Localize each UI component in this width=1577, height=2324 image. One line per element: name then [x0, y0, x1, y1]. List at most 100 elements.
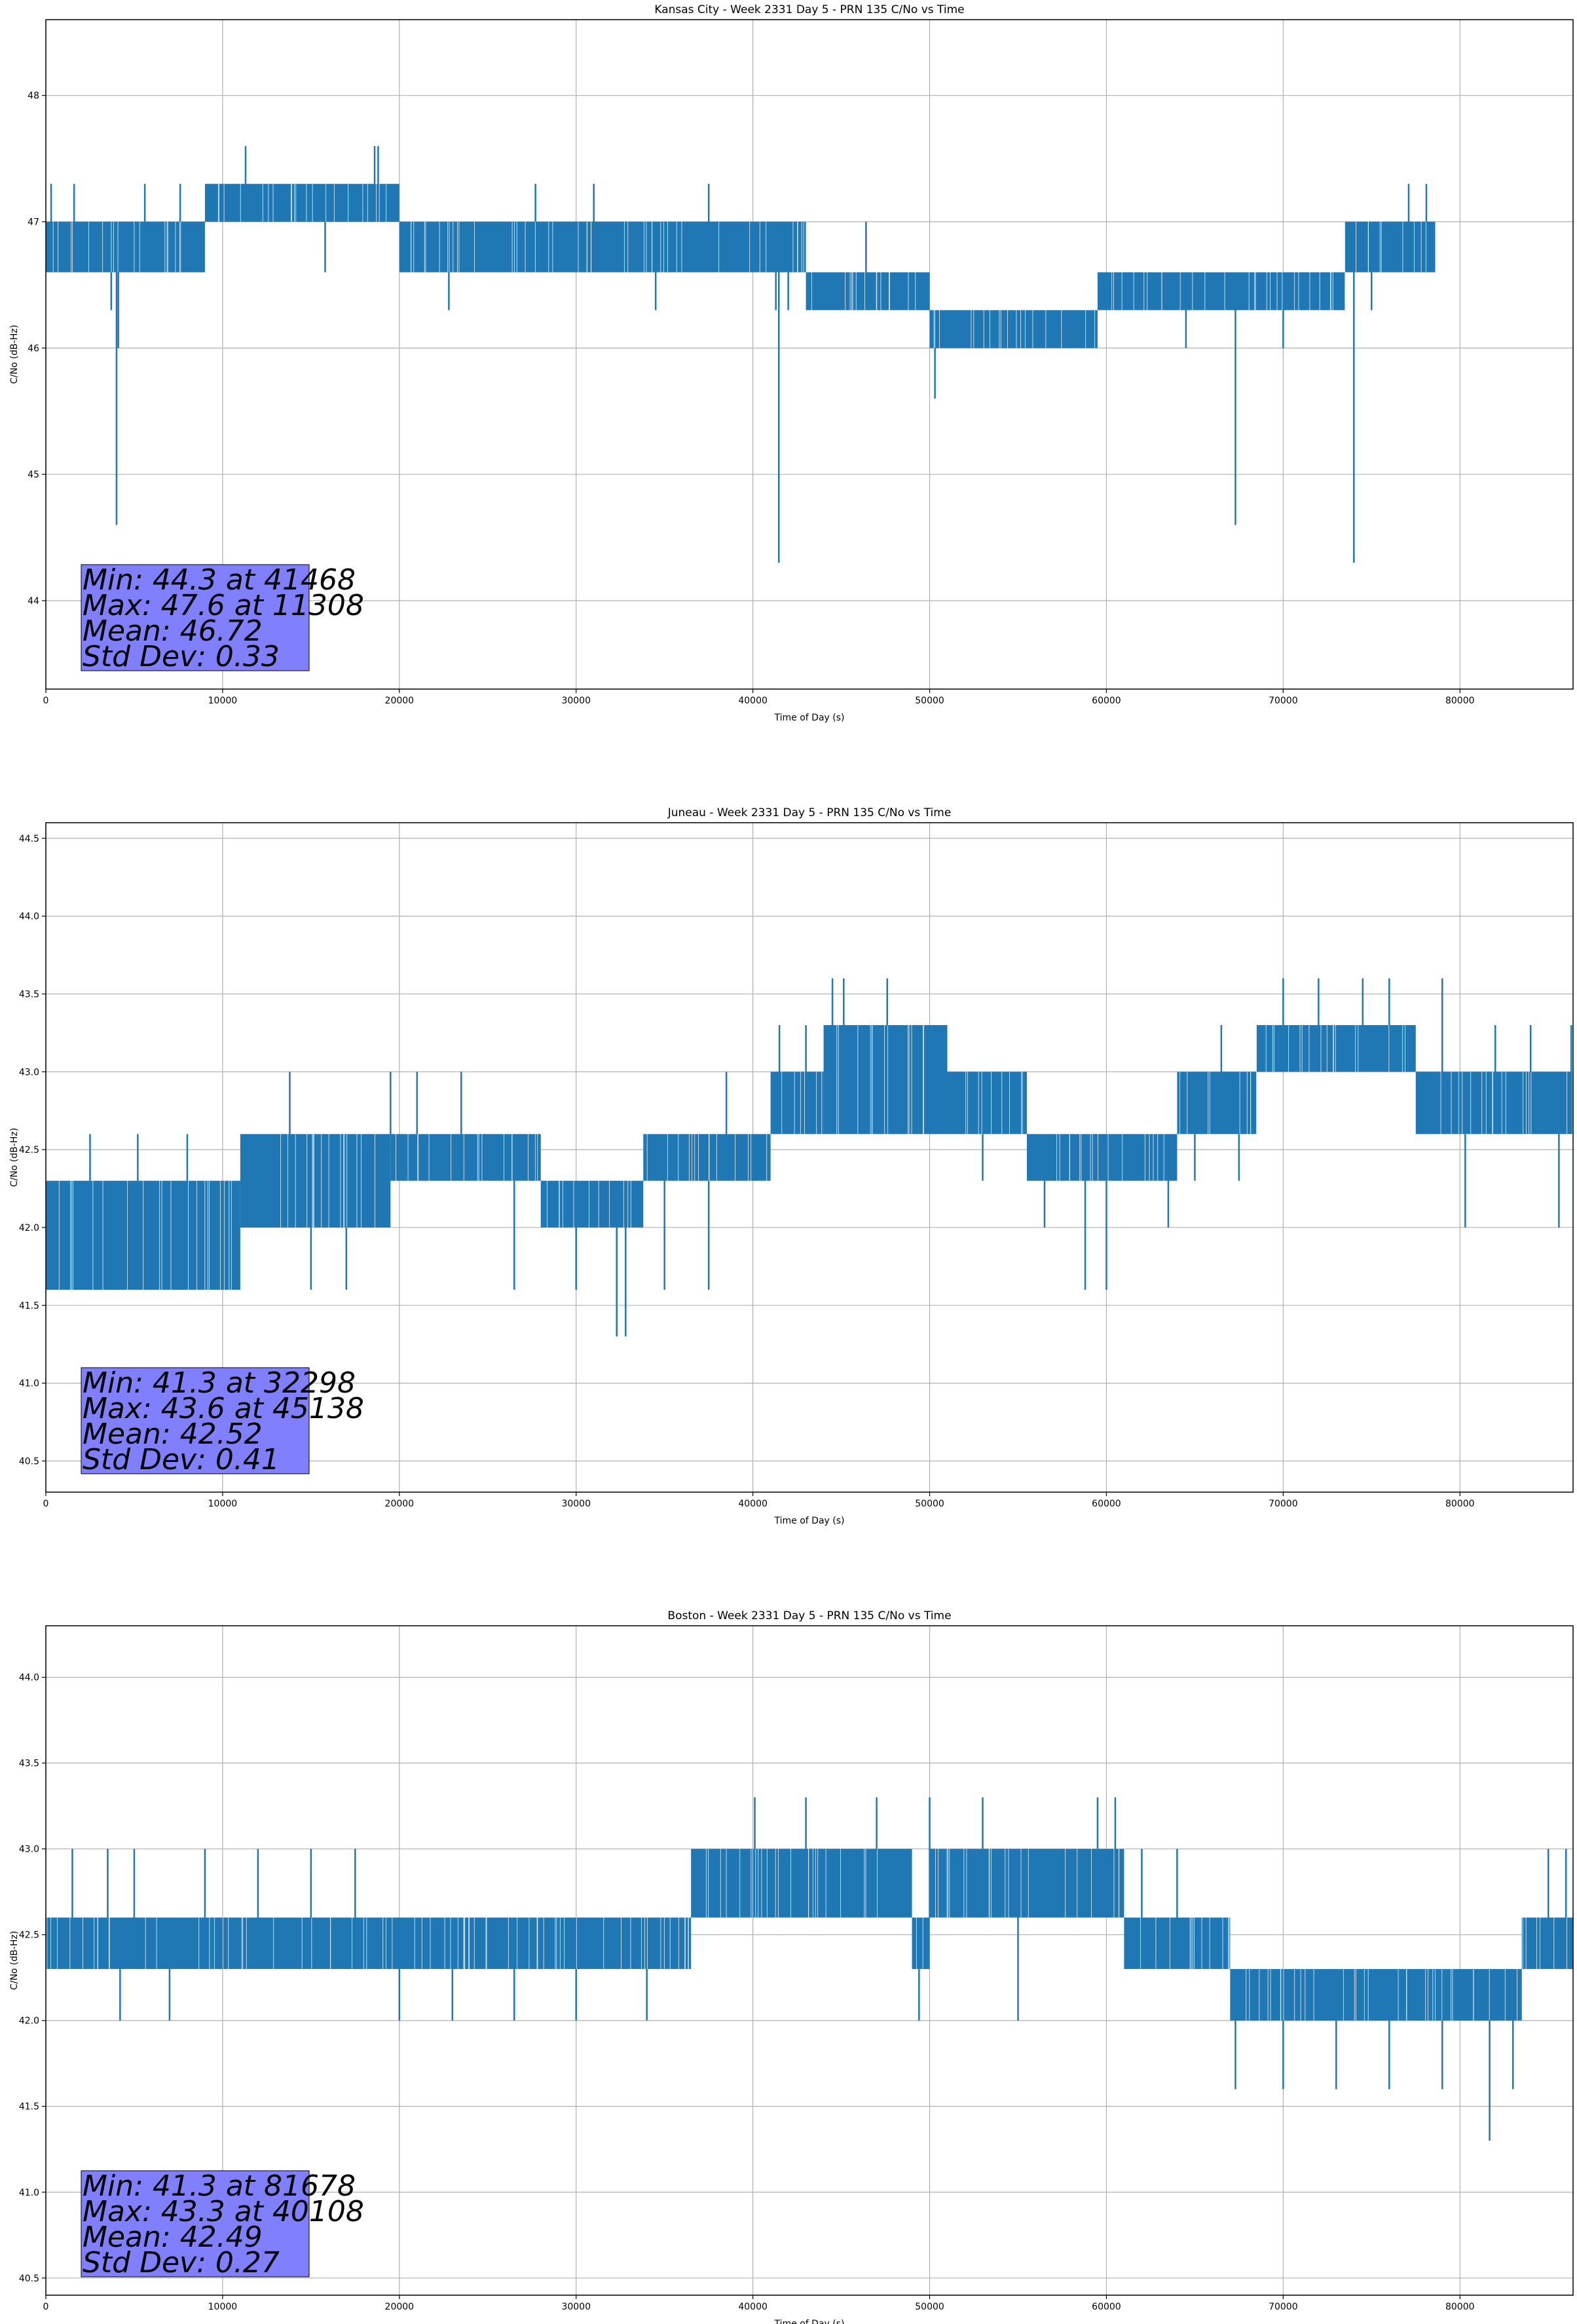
data-series	[45, 978, 1573, 1337]
x-axis-label: Time of Day (s)	[774, 1516, 845, 1526]
series-band	[912, 1917, 930, 1970]
axes-frame	[45, 822, 1574, 1493]
x-axis-label: Time of Day (s)	[774, 2319, 845, 2324]
x-tick-label: 30000	[561, 2302, 591, 2312]
series-band	[63, 1180, 240, 1290]
stats-line: Mean: 42.52	[83, 1417, 263, 1451]
series-band	[46, 1180, 64, 1290]
data-series	[46, 1797, 1573, 2141]
chart-panel: 0 10000 20000 30000 40000 50000 60000 70000 8000…	[9, 806, 1574, 1526]
series-band	[1256, 1024, 1416, 1072]
series-band	[876, 272, 930, 310]
y-tick-label: 41.5	[19, 1301, 39, 1311]
series-band	[390, 1134, 541, 1181]
axes-frame	[45, 1625, 1574, 2296]
series-band	[1177, 1072, 1257, 1134]
chart-title: Kansas City - Week 2331 Day 5 - PRN 135 …	[654, 3, 964, 16]
series-band	[823, 1024, 948, 1134]
stats-line: Mean: 42.49	[83, 2221, 263, 2254]
y-tick-label: 42.0	[19, 2016, 39, 2027]
x-tick-label: 50000	[915, 1499, 944, 1509]
series-band	[691, 1848, 912, 1918]
stats-line: Min: 44.3 at 41468	[83, 563, 356, 597]
series-band	[1124, 1917, 1231, 1970]
series-band	[1230, 1969, 1522, 2021]
x-tick-label: 30000	[561, 696, 591, 706]
series-band	[1345, 221, 1436, 272]
x-tick-label: 60000	[1092, 1499, 1121, 1509]
stats-line: Std Dev: 0.33	[83, 640, 280, 673]
y-tick-label: 43.0	[19, 1845, 39, 1855]
series-band	[540, 1180, 644, 1228]
x-tick-label: 20000	[385, 1499, 415, 1509]
series-band	[1026, 1134, 1178, 1181]
stats-box-background	[81, 2170, 310, 2277]
chart-panel: 0 10000 20000 30000 40000 50000 60000 70000 8000…	[9, 1609, 1574, 2324]
chart-title: Juneau - Week 2331 Day 5 - PRN 135 C/No …	[667, 806, 952, 819]
series-band	[1521, 1917, 1573, 1970]
x-tick-label: 0	[43, 1499, 49, 1509]
chart-panel: 0 10000 20000 30000 40000 50000 60000 70000 8000…	[9, 3, 1574, 723]
y-tick-label: 40.5	[19, 2274, 39, 2284]
y-tick-label: 46	[28, 343, 39, 354]
series-band	[81, 221, 205, 272]
x-tick-label: 10000	[208, 2302, 238, 2312]
y-tick-label: 42.5	[19, 1145, 39, 1155]
x-tick-label: 20000	[385, 696, 415, 706]
x-tick-label: 0	[43, 2302, 49, 2312]
x-tick-label: 10000	[208, 1499, 238, 1509]
series-band	[399, 221, 806, 272]
x-tick-label: 10000	[208, 696, 238, 706]
x-tick-label: 70000	[1269, 696, 1298, 706]
y-tick-label: 44.5	[19, 834, 39, 844]
series-band	[806, 272, 877, 310]
y-tick-label: 42.5	[19, 1930, 39, 1941]
stats-box-background	[81, 564, 310, 671]
y-tick-label: 43.5	[19, 1759, 39, 1769]
y-tick-label: 42.0	[19, 1223, 39, 1233]
series-band	[1097, 272, 1345, 310]
y-tick-label: 41.5	[19, 2102, 39, 2112]
chart-panels: 0 10000 20000 30000 40000 50000 60000 70000 8000…	[9, 3, 1574, 2324]
y-tick-label: 48	[28, 91, 39, 102]
x-tick-label: 70000	[1269, 2302, 1298, 2312]
y-tick-label: 47	[28, 217, 39, 228]
x-tick-label: 70000	[1269, 1499, 1298, 1509]
data-series	[46, 145, 1436, 563]
x-tick-label: 50000	[915, 2302, 944, 2312]
x-tick-label: 40000	[738, 2302, 768, 2312]
x-tick-label: 50000	[915, 696, 944, 706]
x-tick-label: 80000	[1445, 2302, 1475, 2312]
x-axis-label: Time of Day (s)	[774, 713, 845, 723]
series-band	[240, 1134, 391, 1228]
series-band	[1415, 1072, 1573, 1134]
series-band	[46, 1917, 692, 1970]
stats-line: Max: 47.6 at 11308	[83, 589, 364, 622]
series-band	[643, 1134, 771, 1181]
stats-line: Std Dev: 0.27	[83, 2246, 280, 2279]
stats-line: Mean: 46.72	[83, 614, 263, 648]
stats-line: Max: 43.3 at 40108	[83, 2195, 364, 2228]
axes-frame	[45, 19, 1574, 690]
stats-line: Min: 41.3 at 32298	[83, 1366, 356, 1400]
x-tick-label: 80000	[1445, 1499, 1475, 1509]
series-band	[204, 183, 399, 222]
y-axis-label: C/No (dB-Hz)	[9, 1128, 20, 1187]
y-tick-label: 44.0	[19, 1673, 39, 1683]
x-tick-label: 80000	[1445, 696, 1475, 706]
x-tick-label: 20000	[385, 2302, 415, 2312]
x-tick-label: 60000	[1092, 696, 1121, 706]
stats-line: Std Dev: 0.41	[83, 1443, 280, 1476]
y-tick-label: 43.5	[19, 989, 39, 1000]
series-band	[929, 1848, 1124, 1918]
series-band	[947, 1072, 1027, 1134]
x-tick-label: 0	[43, 696, 49, 706]
y-tick-label: 43.0	[19, 1067, 39, 1078]
stats-line: Max: 43.6 at 45138	[83, 1392, 364, 1425]
y-tick-label: 41.0	[19, 1379, 39, 1389]
series-band	[929, 310, 1098, 348]
stats-line: Min: 41.3 at 81678	[83, 2169, 356, 2203]
